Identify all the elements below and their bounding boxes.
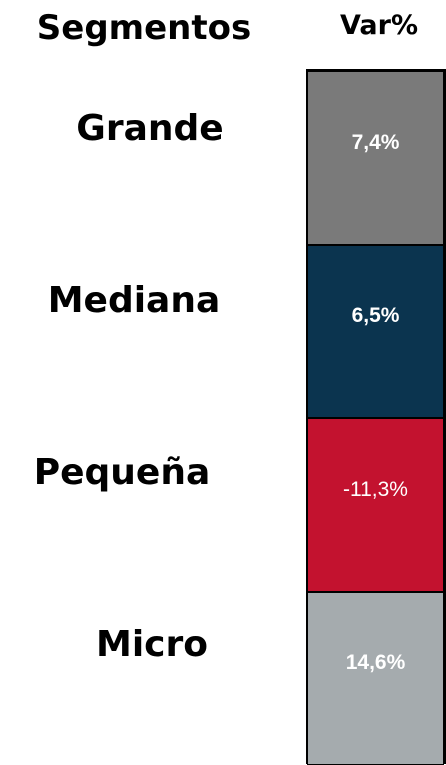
segment-label: Mediana [0, 276, 284, 326]
segment-label: Micro [2, 620, 302, 670]
segment-label: Grande [0, 104, 300, 154]
segment-label: Pequeña [0, 448, 272, 498]
segment-header: Segmentos [12, 4, 276, 52]
value-header: Var% [312, 6, 446, 46]
column-border [306, 69, 446, 764]
